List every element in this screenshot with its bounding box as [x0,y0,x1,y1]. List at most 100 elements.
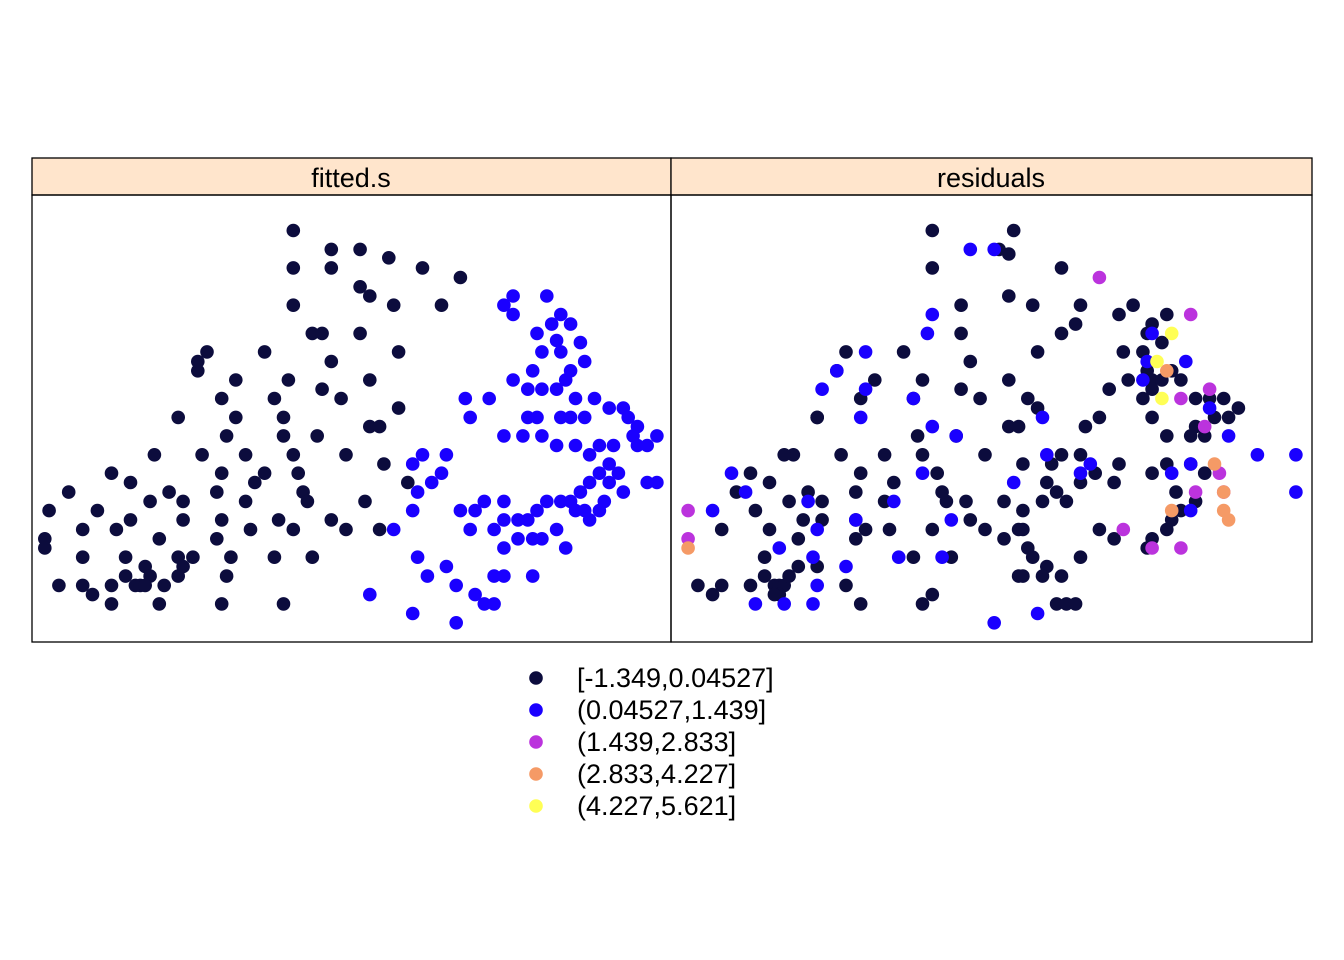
point-residuals-67 [1054,448,1069,462]
point-fitted-s-185 [558,541,573,555]
point-fitted-s-3 [382,250,396,265]
legend-label-1: (0.04527,1.439] [577,695,766,725]
point-fitted-s-106 [563,317,578,331]
point-residuals-224 [681,541,695,555]
point-residuals-55 [1221,410,1236,425]
point-fitted-s-168 [549,522,564,537]
point-fitted-s-183 [463,522,478,537]
point-fitted-s-126 [650,429,664,443]
point-residuals-159 [925,307,940,322]
point-residuals-53 [1216,391,1231,406]
point-fitted-s-1 [324,242,339,257]
point-residuals-100 [1016,569,1030,583]
point-fitted-s-14 [315,326,329,341]
point-fitted-s-113 [525,364,540,378]
point-residuals-211 [1188,485,1203,499]
point-fitted-s-128 [563,410,578,425]
point-fitted-s-162 [616,485,631,499]
point-fitted-s-33 [363,419,377,434]
point-fitted-s-177 [434,466,449,481]
point-fitted-s-120 [587,391,602,406]
point-fitted-s-110 [573,335,588,350]
point-fitted-s-0 [286,223,301,238]
point-fitted-s-34 [372,419,387,434]
point-fitted-s-111 [577,354,592,369]
point-fitted-s-45 [214,466,229,481]
point-fitted-s-10 [286,298,301,313]
point-fitted-s-148 [573,485,588,499]
point-fitted-s-173 [468,503,482,518]
point-residuals-136 [714,522,729,537]
point-residuals-112 [1164,513,1179,527]
point-residuals-1 [925,261,940,275]
point-residuals-180 [810,578,824,593]
point-fitted-s-56 [238,494,253,509]
point-fitted-s-139 [568,438,583,453]
point-residuals-171 [849,513,863,527]
point-residuals-33 [1030,345,1045,359]
point-residuals-201 [1289,448,1303,462]
point-residuals-97 [1025,550,1040,564]
point-fitted-s-25 [363,373,377,387]
point-fitted-s-195 [525,569,540,583]
point-residuals-59 [1183,429,1198,443]
point-fitted-s-91 [171,569,185,583]
point-residuals-65 [1078,419,1093,434]
point-residuals-8 [839,345,853,359]
point-fitted-s-80 [186,550,200,564]
point-fitted-s-55 [176,494,190,509]
point-fitted-s-127 [554,410,568,425]
legend-label-0: [-1.349,0.04527] [577,663,774,693]
point-fitted-s-193 [477,597,492,611]
point-residuals-126 [834,448,848,462]
point-fitted-s-38 [147,448,162,462]
point-fitted-s-75 [372,522,387,537]
point-residuals-43 [1116,345,1131,359]
point-fitted-s-196 [363,587,377,602]
point-residuals-93 [963,513,978,527]
point-residuals-156 [1002,247,1016,261]
point-fitted-s-175 [410,485,425,499]
point-fitted-s-172 [487,522,501,537]
point-fitted-s-64 [214,513,229,527]
point-fitted-s-198 [449,616,464,630]
point-residuals-227 [1155,391,1169,406]
point-residuals-168 [949,429,963,443]
point-residuals-83 [815,494,829,509]
point-residuals-27 [1040,475,1054,490]
point-fitted-s-115 [521,382,535,397]
point-fitted-s-150 [554,494,568,509]
point-residuals-58 [1197,429,1212,443]
point-residuals-210 [1197,419,1212,434]
point-residuals-195 [1140,354,1154,369]
point-fitted-s-95 [52,578,66,593]
point-fitted-s-105 [544,317,559,331]
point-fitted-s-186 [410,550,425,564]
point-residuals-36 [1112,307,1126,322]
point-fitted-s-92 [219,569,234,583]
point-fitted-s-42 [339,448,353,462]
point-fitted-s-29 [391,401,406,415]
point-fitted-s-17 [257,345,272,359]
point-fitted-s-76 [38,541,52,555]
point-fitted-s-37 [310,429,325,443]
point-residuals-188 [1030,606,1045,621]
point-residuals-74 [959,494,973,509]
point-residuals-186 [935,550,949,564]
point-residuals-182 [748,597,763,611]
point-residuals-192 [1006,475,1021,490]
point-fitted-s-39 [195,448,209,462]
point-fitted-s-170 [525,532,540,546]
point-fitted-s-144 [630,438,645,453]
point-fitted-s-62 [123,513,138,527]
point-fitted-s-153 [521,513,535,527]
point-residuals-66 [1073,448,1088,462]
point-residuals-39 [1145,317,1159,331]
point-fitted-s-83 [305,550,320,564]
point-fitted-s-187 [439,559,454,574]
point-fitted-s-2 [353,242,367,257]
point-residuals-72 [997,494,1011,509]
point-residuals-154 [925,587,940,602]
point-residuals-208 [1202,382,1217,397]
point-residuals-219 [1160,364,1174,378]
